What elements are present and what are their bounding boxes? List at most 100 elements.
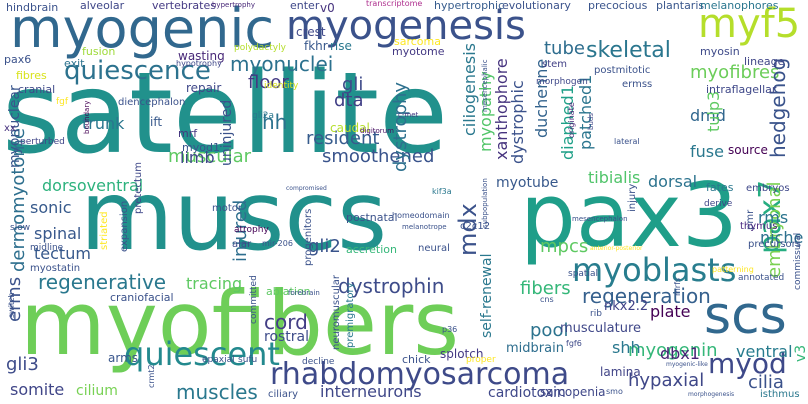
word-myf5: myf5 bbox=[698, 1, 801, 47]
word-kif3a: kif3a bbox=[432, 187, 452, 196]
word-shh: shh bbox=[612, 338, 641, 357]
word-hypotrophy: hypotrophy bbox=[176, 59, 222, 68]
word-myofibres: myofibres bbox=[690, 62, 780, 83]
word-fgf6: fgf6 bbox=[566, 339, 582, 348]
word-ift: ift bbox=[150, 115, 163, 129]
word-rib: rib bbox=[590, 309, 602, 319]
word-tectum: tectum bbox=[34, 244, 91, 263]
word-spinal: spinal bbox=[34, 224, 82, 243]
word-boundary: boundary bbox=[83, 100, 91, 134]
word-perturbed: perturbed bbox=[20, 137, 65, 147]
word-dystrophy: dystrophy bbox=[390, 81, 411, 172]
word-precocious: precocious bbox=[588, 0, 648, 12]
word-slow: slow bbox=[10, 223, 31, 233]
word-polydactyly: polydactyly bbox=[234, 43, 286, 53]
word-expansion: expansion bbox=[119, 200, 130, 252]
word-ventral: ventral bbox=[736, 342, 793, 361]
word-gli2a: gli2a bbox=[252, 111, 274, 121]
word-crmt2: crmt2 bbox=[147, 364, 156, 388]
word-rhabdomyosarcoma: rhabdomyosarcoma bbox=[270, 357, 570, 392]
word-proper: proper bbox=[466, 355, 496, 365]
word-diencephalon: diencephalon bbox=[118, 97, 186, 108]
word-cord: cord bbox=[264, 310, 308, 334]
word-dta: dta bbox=[334, 90, 364, 111]
word-fkhr: fkhr bbox=[304, 39, 328, 53]
word-repair: repair bbox=[186, 81, 222, 95]
word-homeodomain: homeodomain bbox=[392, 211, 450, 220]
word-muscular: muscular bbox=[168, 146, 252, 167]
word-splotch: splotch bbox=[440, 347, 484, 361]
word-hypertrophic: hypertrophic bbox=[434, 0, 505, 12]
word-dystrophin: dystrophin bbox=[338, 274, 445, 298]
word-myod1: myod1 bbox=[182, 141, 220, 154]
word-myogenic: myogenic bbox=[10, 0, 275, 60]
word-lamina: lamina bbox=[600, 365, 641, 379]
word-c2c12: c2c12 bbox=[460, 221, 491, 232]
word-epaxial: epaxial bbox=[202, 355, 235, 365]
word-morphogen: morphogen bbox=[536, 77, 588, 87]
word-plate: plate bbox=[650, 302, 691, 321]
word-nkx2-2: nkx2.2 bbox=[604, 299, 649, 314]
word-digitorum: digitorum bbox=[360, 127, 394, 135]
word-source: source bbox=[728, 143, 768, 157]
word-dorsal: dorsal bbox=[648, 172, 698, 191]
word-sarcopenia: sarcopenia bbox=[540, 385, 606, 399]
word-exit: exit bbox=[64, 57, 85, 70]
word-vertebrates: vertebrates bbox=[152, 0, 216, 12]
word-musculature: musculature bbox=[560, 321, 642, 336]
word-intraflagellar: intraflagellar bbox=[706, 83, 777, 96]
word-spatial: spatial bbox=[568, 269, 598, 279]
word-mrfs: mrfs bbox=[673, 277, 682, 296]
word-evolutionary: evolutionary bbox=[502, 0, 571, 12]
word-sufu: sufu bbox=[238, 355, 258, 365]
word-muscles: muscles bbox=[176, 380, 258, 404]
word-fibres: fibres bbox=[16, 69, 47, 82]
word-pool: pool bbox=[530, 320, 569, 341]
word-myotome: myotome bbox=[392, 45, 445, 58]
word-fates: fates bbox=[706, 181, 734, 194]
word-hypaxial: hypaxial bbox=[628, 370, 705, 391]
word-somite: somite bbox=[10, 380, 65, 399]
word-myoblasts: myoblasts bbox=[572, 251, 737, 289]
word-sonic: sonic bbox=[30, 198, 72, 217]
word-mrf: mrf bbox=[178, 127, 198, 140]
word-lineage: lineage bbox=[744, 55, 785, 68]
word-p36: p36 bbox=[442, 325, 458, 334]
word-chick: chick bbox=[402, 353, 431, 366]
word-patterning: patterning bbox=[712, 265, 754, 274]
word-subpopulation: subpopulation bbox=[481, 178, 489, 228]
word-c-met: c-met bbox=[398, 111, 419, 119]
word-fibers: fibers bbox=[520, 278, 571, 299]
word-caudal: caudal bbox=[330, 121, 370, 135]
word-craniofacial: craniofacial bbox=[110, 291, 174, 304]
word-interneurons: interneurons bbox=[320, 382, 422, 401]
word-myogenin: myogenin bbox=[628, 340, 718, 361]
word-accretion: accretion bbox=[346, 243, 397, 256]
word-committed: committed bbox=[249, 275, 259, 324]
word-stem: stem bbox=[542, 59, 568, 70]
word-decline: decline bbox=[302, 357, 335, 367]
word-muscs: muscs bbox=[80, 160, 388, 272]
word-myotube: myotube bbox=[496, 175, 559, 191]
word-postnatal: postnatal bbox=[346, 211, 398, 224]
word-myofibers: myofibers bbox=[20, 272, 460, 375]
word-compromised: compromised bbox=[286, 185, 327, 192]
word-enter: enter bbox=[290, 0, 320, 12]
word-neural: neural bbox=[418, 243, 450, 254]
word-plantaris: plantaris bbox=[656, 0, 705, 12]
word-dystrophic: dystrophic bbox=[508, 80, 527, 164]
word-ermss: ermss bbox=[622, 79, 653, 90]
word-forebrain: forebrain bbox=[288, 289, 320, 297]
word-alar: alar bbox=[232, 239, 252, 250]
word-motor: motor bbox=[212, 203, 243, 214]
word-thymus: thymus bbox=[740, 221, 778, 232]
word-gli3: gli3 bbox=[6, 354, 39, 375]
word-myod: myod bbox=[708, 347, 787, 380]
word-smoothened: smoothened bbox=[322, 146, 435, 167]
word-ciliary: ciliary bbox=[268, 389, 298, 400]
word-midline: midline bbox=[30, 243, 64, 253]
word-fgf: fgf bbox=[56, 97, 69, 107]
word-uninjured: uninjured bbox=[219, 99, 235, 166]
word-ablation: ablation bbox=[266, 285, 311, 298]
